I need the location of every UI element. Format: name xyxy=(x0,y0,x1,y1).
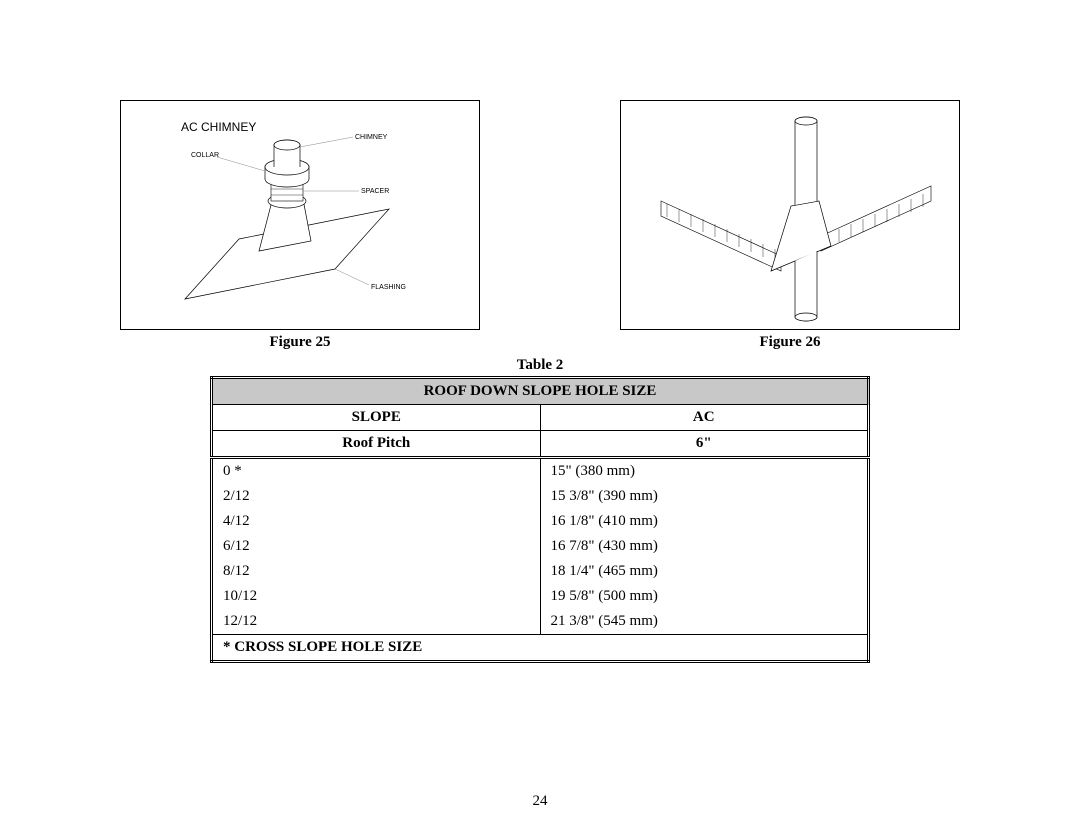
table-row: 12/12 21 3/8" (545 mm) xyxy=(212,609,869,635)
slope-cell: 2/12 xyxy=(212,484,541,509)
fig26-pipe-bottom xyxy=(795,251,817,321)
figure-25-title: AC CHIMNEY xyxy=(181,120,256,134)
roof-board-front xyxy=(821,186,931,251)
size-cell: 21 3/8" (545 mm) xyxy=(540,609,869,635)
sub-header-ac: 6" xyxy=(540,431,869,458)
figures-row: AC CHIMNEY xyxy=(120,100,960,351)
table-caption: Table 2 xyxy=(120,357,960,374)
figure-25-box: AC CHIMNEY xyxy=(120,100,480,330)
figure-25-caption: Figure 25 xyxy=(120,334,480,351)
slope-cell: 12/12 xyxy=(212,609,541,635)
spacer-label: SPACER xyxy=(361,188,389,195)
table-row: 0 * 15" (380 mm) xyxy=(212,458,869,485)
size-cell: 19 5/8" (500 mm) xyxy=(540,584,869,609)
size-cell: 15 3/8" (390 mm) xyxy=(540,484,869,509)
figure-26-svg xyxy=(621,101,961,331)
table-row: 6/12 16 7/8" (430 mm) xyxy=(212,534,869,559)
size-cell: 18 1/4" (465 mm) xyxy=(540,559,869,584)
slope-cell: 0 * xyxy=(212,458,541,485)
col-header-slope: SLOPE xyxy=(212,405,541,431)
size-cell: 16 7/8" (430 mm) xyxy=(540,534,869,559)
table-row: 2/12 15 3/8" (390 mm) xyxy=(212,484,869,509)
sub-header-slope: Roof Pitch xyxy=(212,431,541,458)
table-row: 8/12 18 1/4" (465 mm) xyxy=(212,559,869,584)
table-row: 4/12 16 1/8" (410 mm) xyxy=(212,509,869,534)
document-page: AC CHIMNEY xyxy=(0,0,1080,834)
table-footer-note: * CROSS SLOPE HOLE SIZE xyxy=(212,635,869,662)
figure-25-svg: AC CHIMNEY xyxy=(121,101,481,331)
figure-25-block: AC CHIMNEY xyxy=(120,100,480,351)
flashing-label: FLASHING xyxy=(371,284,406,291)
slope-cell: 6/12 xyxy=(212,534,541,559)
table-row: 10/12 19 5/8" (500 mm) xyxy=(212,584,869,609)
chimney-label: CHIMNEY xyxy=(355,134,388,141)
size-cell: 15" (380 mm) xyxy=(540,458,869,485)
page-number: 24 xyxy=(0,793,1080,810)
figure-26-caption: Figure 26 xyxy=(620,334,960,351)
hole-size-table: ROOF DOWN SLOPE HOLE SIZE SLOPE AC Roof … xyxy=(210,376,870,663)
collar-label: COLLAR xyxy=(191,152,219,159)
table-title: ROOF DOWN SLOPE HOLE SIZE xyxy=(212,378,869,405)
figure-26-box xyxy=(620,100,960,330)
figure-26-block: Figure 26 xyxy=(620,100,960,351)
col-header-ac: AC xyxy=(540,405,869,431)
slope-cell: 4/12 xyxy=(212,509,541,534)
fig26-pipe-top xyxy=(795,117,817,205)
size-cell: 16 1/8" (410 mm) xyxy=(540,509,869,534)
slope-cell: 10/12 xyxy=(212,584,541,609)
slope-cell: 8/12 xyxy=(212,559,541,584)
